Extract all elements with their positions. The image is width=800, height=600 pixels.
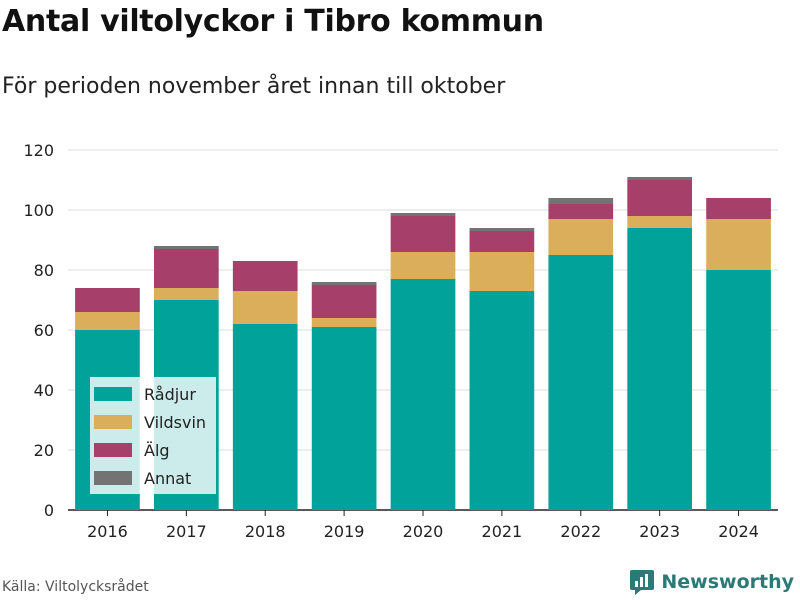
y-tick-label: 60 xyxy=(34,321,54,340)
legend-swatch xyxy=(94,415,132,429)
bar-segment xyxy=(627,216,693,228)
source-note: Källa: Viltolycksrådet xyxy=(2,579,149,595)
bar-segment xyxy=(706,198,771,219)
bar-segment xyxy=(311,327,377,510)
x-tick-label: 2024 xyxy=(718,522,759,541)
x-tick-label: 2020 xyxy=(403,522,444,541)
x-tick-label: 2018 xyxy=(245,522,286,541)
bar-segment xyxy=(548,204,614,219)
y-tick-label: 100 xyxy=(23,201,54,220)
legend-label: Rådjur xyxy=(144,384,196,404)
bar-segment xyxy=(390,216,456,252)
bar-segment xyxy=(548,219,614,255)
chart-title: Antal viltolyckor i Tibro kommun xyxy=(2,4,544,39)
bar-segment xyxy=(232,324,298,510)
legend: Rådjur Vildsvin Älg Annat xyxy=(90,377,216,494)
legend-label: Vildsvin xyxy=(144,412,207,432)
x-tick-label: 2023 xyxy=(639,522,680,541)
bar-segment xyxy=(311,285,377,318)
bar-segment xyxy=(706,270,771,510)
legend-item: Vildsvin xyxy=(90,411,206,433)
bar-segment xyxy=(390,279,456,510)
bar-segment xyxy=(390,213,456,216)
y-axis-ticks: 0 20 40 60 80 100 120 xyxy=(23,141,54,520)
legend-swatch xyxy=(94,471,132,485)
bar-segment xyxy=(232,261,298,291)
brand-logo: Newsworthy xyxy=(629,569,794,595)
bar-segment xyxy=(390,252,456,279)
x-tick-label: 2016 xyxy=(87,522,128,541)
legend-label: Älg xyxy=(144,440,170,460)
legend-item: Rådjur xyxy=(90,383,196,405)
x-tick-label: 2021 xyxy=(482,522,523,541)
bar-segment xyxy=(469,291,535,510)
legend-item: Annat xyxy=(90,467,191,489)
bar-segment xyxy=(232,291,298,324)
bar-segment xyxy=(153,288,219,300)
bar-segment xyxy=(75,312,140,330)
newsworthy-logo-icon xyxy=(630,570,655,595)
bar-segment xyxy=(627,177,693,180)
bar-segment xyxy=(311,282,377,285)
bar-segment xyxy=(469,252,535,291)
chart-subtitle: För perioden november året innan till ok… xyxy=(2,74,506,99)
bar-segment xyxy=(153,246,219,249)
y-tick-label: 40 xyxy=(34,381,54,400)
x-tick-label: 2019 xyxy=(324,522,365,541)
bar-segment xyxy=(75,288,140,312)
bar-segment xyxy=(627,228,693,510)
legend-swatch xyxy=(94,443,132,457)
y-tick-label: 120 xyxy=(23,141,54,160)
bar-segment xyxy=(548,198,614,204)
bar-segment xyxy=(627,180,693,216)
bar-segment xyxy=(469,231,535,252)
bar-segment xyxy=(548,255,614,510)
x-tick-label: 2017 xyxy=(166,522,207,541)
legend-item: Älg xyxy=(90,439,170,461)
x-tick-label: 2022 xyxy=(560,522,601,541)
bar-segment xyxy=(311,318,377,327)
legend-label: Annat xyxy=(144,468,192,488)
y-tick-label: 80 xyxy=(34,261,54,280)
bar-segment xyxy=(469,228,535,231)
bar-segment xyxy=(706,219,771,270)
legend-swatch xyxy=(94,387,132,401)
bar-segment xyxy=(153,249,219,288)
y-tick-label: 0 xyxy=(44,501,54,520)
brand-name: Newsworthy xyxy=(661,571,794,593)
y-tick-label: 20 xyxy=(34,441,54,460)
x-axis-ticks: 2016 2017 2018 2019 2020 2021 2022 2023 2024 xyxy=(87,510,759,541)
